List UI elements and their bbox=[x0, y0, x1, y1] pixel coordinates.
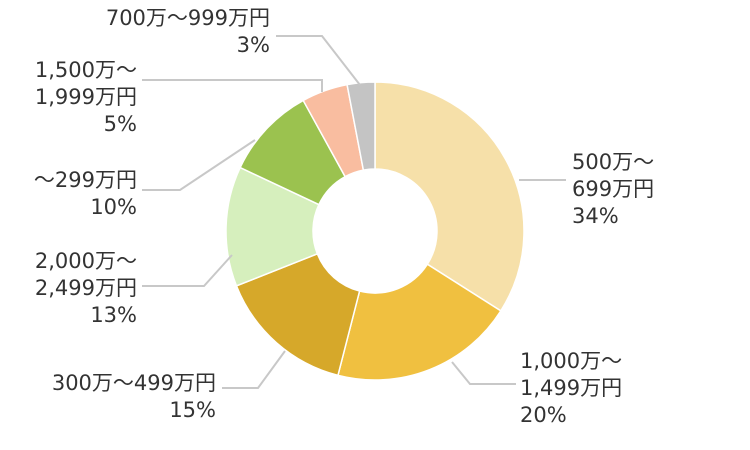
slice-label-0-line-1: 699万円 bbox=[572, 177, 654, 201]
slice-0 bbox=[374, 81, 525, 312]
slice-label-6-line-0: 700万～999万円 bbox=[106, 6, 270, 30]
slice-label-5-line-0: 1,500万～ bbox=[35, 58, 137, 82]
slices-group bbox=[225, 81, 525, 381]
slice-label-3-line-1: 2,499万円 bbox=[35, 276, 137, 300]
slice-percent-5: 5% bbox=[104, 112, 137, 136]
slice-label-3-line-0: 2,000万～ bbox=[35, 249, 137, 273]
labels-group: 500万～ 699万円 34% 1,000万～ 1,499万円 20% 300万～499万円… bbox=[34, 6, 654, 427]
slice-1 bbox=[337, 263, 502, 381]
slice-label-1-line-1: 1,499万円 bbox=[520, 376, 622, 400]
leader-line-6 bbox=[276, 35, 361, 86]
slice-percent-2: 15% bbox=[169, 398, 216, 422]
slice-percent-1: 20% bbox=[520, 403, 567, 427]
slice-percent-3: 13% bbox=[90, 303, 137, 327]
leader-line-4 bbox=[142, 139, 256, 191]
slice-percent-6: 3% bbox=[237, 33, 270, 57]
leader-lines-group bbox=[142, 35, 566, 389]
slice-percent-4: 10% bbox=[90, 195, 137, 219]
slice-2 bbox=[235, 252, 361, 377]
slice-label-5-line-1: 1,999万円 bbox=[35, 85, 137, 109]
leader-line-1 bbox=[451, 361, 516, 385]
slice-label-4-line-0: ～299万円 bbox=[34, 168, 137, 192]
slice-label-1-line-0: 1,000万～ bbox=[520, 349, 622, 373]
leader-line-3 bbox=[142, 254, 233, 287]
leader-line-2 bbox=[222, 350, 286, 389]
slice-label-2-line-0: 300万～499万円 bbox=[52, 371, 216, 395]
slice-6 bbox=[346, 81, 376, 171]
slice-percent-0: 34% bbox=[572, 204, 619, 228]
leader-line-5 bbox=[142, 79, 323, 92]
slice-label-0-line-0: 500万～ bbox=[572, 150, 654, 174]
